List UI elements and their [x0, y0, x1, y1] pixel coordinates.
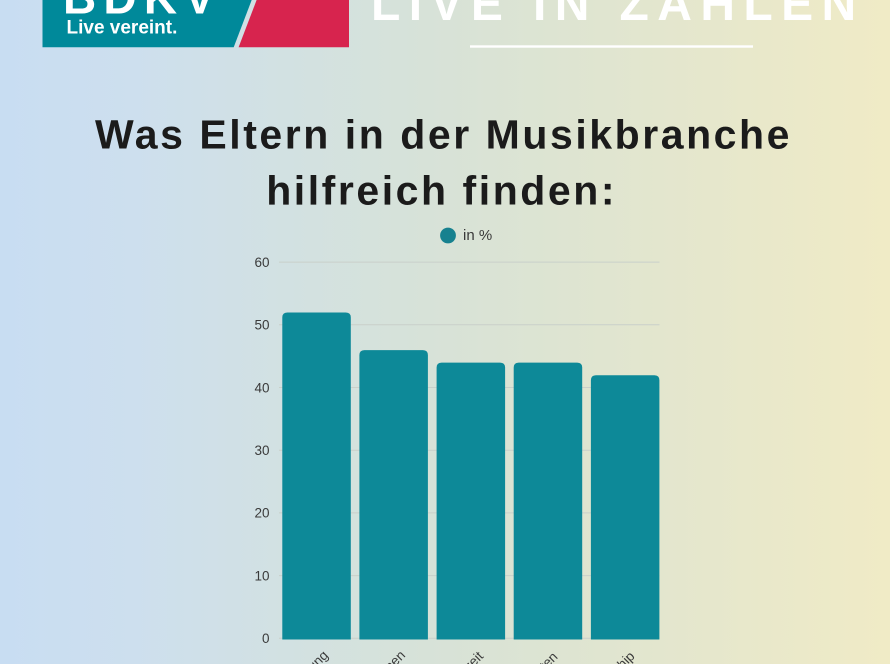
svg-text:60: 60	[254, 255, 269, 270]
svg-text:0: 0	[262, 631, 270, 646]
svg-text:BDKV: BDKV	[63, 0, 222, 24]
svg-text:10: 10	[254, 568, 269, 583]
svg-text:LIVE IN ZAHLEN: LIVE IN ZAHLEN	[371, 0, 865, 31]
svg-text:20: 20	[254, 506, 269, 521]
svg-text:40: 40	[254, 380, 269, 395]
svg-text:50: 50	[254, 318, 269, 333]
svg-text:in %: in %	[463, 227, 492, 244]
svg-text:Was Eltern in der Musikbranche: Was Eltern in der Musikbranche	[95, 111, 792, 157]
svg-text:hilfreich finden:: hilfreich finden:	[266, 168, 617, 214]
svg-text:Live vereint.: Live vereint.	[67, 18, 178, 39]
svg-text:30: 30	[254, 443, 269, 458]
